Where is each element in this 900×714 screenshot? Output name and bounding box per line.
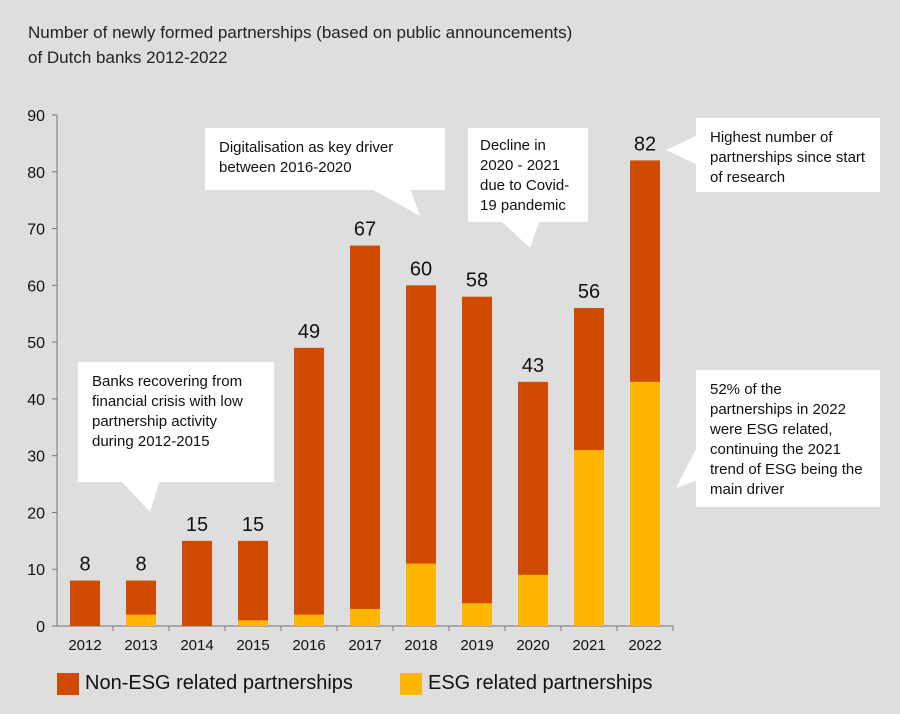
y-tick-label: 50 xyxy=(27,335,45,352)
total-label: 58 xyxy=(466,270,488,292)
bar-esg xyxy=(238,620,268,626)
bar-non-esg xyxy=(574,308,604,450)
bar-esg xyxy=(630,381,660,626)
y-tick-label: 30 xyxy=(27,449,45,466)
x-tick-label: 2017 xyxy=(348,637,381,654)
total-label: 67 xyxy=(354,219,376,241)
legend-non-esg: Non-ESG related partnerships xyxy=(57,672,353,695)
callout-pointer xyxy=(500,220,540,248)
bar-non-esg xyxy=(70,580,100,626)
legend-swatch-esg xyxy=(400,672,422,695)
total-label: 60 xyxy=(410,258,432,280)
bar-esg xyxy=(350,608,380,626)
annotation-highest: Highest number of partnerships since sta… xyxy=(696,118,880,192)
annotation-covid: Decline in 2020 - 2021 due to Covid-19 p… xyxy=(468,128,588,222)
y-tick-label: 70 xyxy=(27,222,45,239)
y-tick-label: 60 xyxy=(27,278,45,295)
bar-non-esg xyxy=(406,285,436,564)
x-tick-label: 2020 xyxy=(516,637,549,654)
annotation-2012-2015: Banks recovering from financial crisis w… xyxy=(78,362,274,482)
bar-non-esg xyxy=(182,540,212,626)
annotation-digitalisation: Digitalisation as key driver between 201… xyxy=(205,128,445,190)
total-label: 15 xyxy=(186,514,208,536)
x-tick-label: 2014 xyxy=(180,637,213,654)
total-label: 56 xyxy=(578,281,600,303)
legend-label: ESG related partnerships xyxy=(428,672,653,694)
chart-title: Number of newly formed partnerships (bas… xyxy=(28,20,572,70)
bar-esg xyxy=(518,574,548,626)
x-tick-label: 2018 xyxy=(404,637,437,654)
bar-esg xyxy=(406,563,436,626)
bar-esg xyxy=(126,614,156,626)
annotation-esg-2022: 52% of the partnerships in 2022 were ESG… xyxy=(696,370,880,507)
bar-non-esg xyxy=(126,580,156,615)
x-tick-label: 2012 xyxy=(68,637,101,654)
x-tick-label: 2016 xyxy=(292,637,325,654)
bar-non-esg xyxy=(462,296,492,604)
y-tick-label: 10 xyxy=(27,562,45,579)
legend-swatch-non-esg xyxy=(57,672,79,695)
callout-pointer xyxy=(370,188,420,216)
callout-pointer xyxy=(120,480,160,512)
bar-esg xyxy=(462,603,492,626)
legend-label: Non-ESG related partnerships xyxy=(85,672,353,694)
bar-non-esg xyxy=(294,347,324,615)
callout-pointer xyxy=(676,445,698,488)
bar-esg xyxy=(294,614,324,626)
total-label: 15 xyxy=(242,514,264,536)
total-label: 49 xyxy=(298,321,320,343)
x-tick-label: 2021 xyxy=(572,637,605,654)
callout-pointer xyxy=(666,135,698,165)
y-tick-label: 90 xyxy=(27,108,45,125)
legend-esg: ESG related partnerships xyxy=(400,672,653,695)
x-tick-label: 2022 xyxy=(628,637,661,654)
y-tick-label: 0 xyxy=(36,619,45,636)
x-tick-label: 2019 xyxy=(460,637,493,654)
bar-non-esg xyxy=(630,160,660,382)
y-tick-label: 80 xyxy=(27,165,45,182)
x-tick-label: 2015 xyxy=(236,637,269,654)
title-line-2: of Dutch banks 2012-2022 xyxy=(28,48,228,67)
title-line-1: Number of newly formed partnerships (bas… xyxy=(28,23,573,42)
x-tick-label: 2013 xyxy=(124,637,157,654)
bar-non-esg xyxy=(518,381,548,575)
total-label: 8 xyxy=(135,554,146,576)
y-tick-label: 20 xyxy=(27,505,45,522)
total-label: 8 xyxy=(79,554,90,576)
bar-non-esg xyxy=(350,245,380,609)
total-label: 82 xyxy=(634,133,656,155)
bar-esg xyxy=(574,449,604,626)
y-tick-label: 40 xyxy=(27,392,45,409)
bar-non-esg xyxy=(238,540,268,621)
total-label: 43 xyxy=(522,355,544,377)
